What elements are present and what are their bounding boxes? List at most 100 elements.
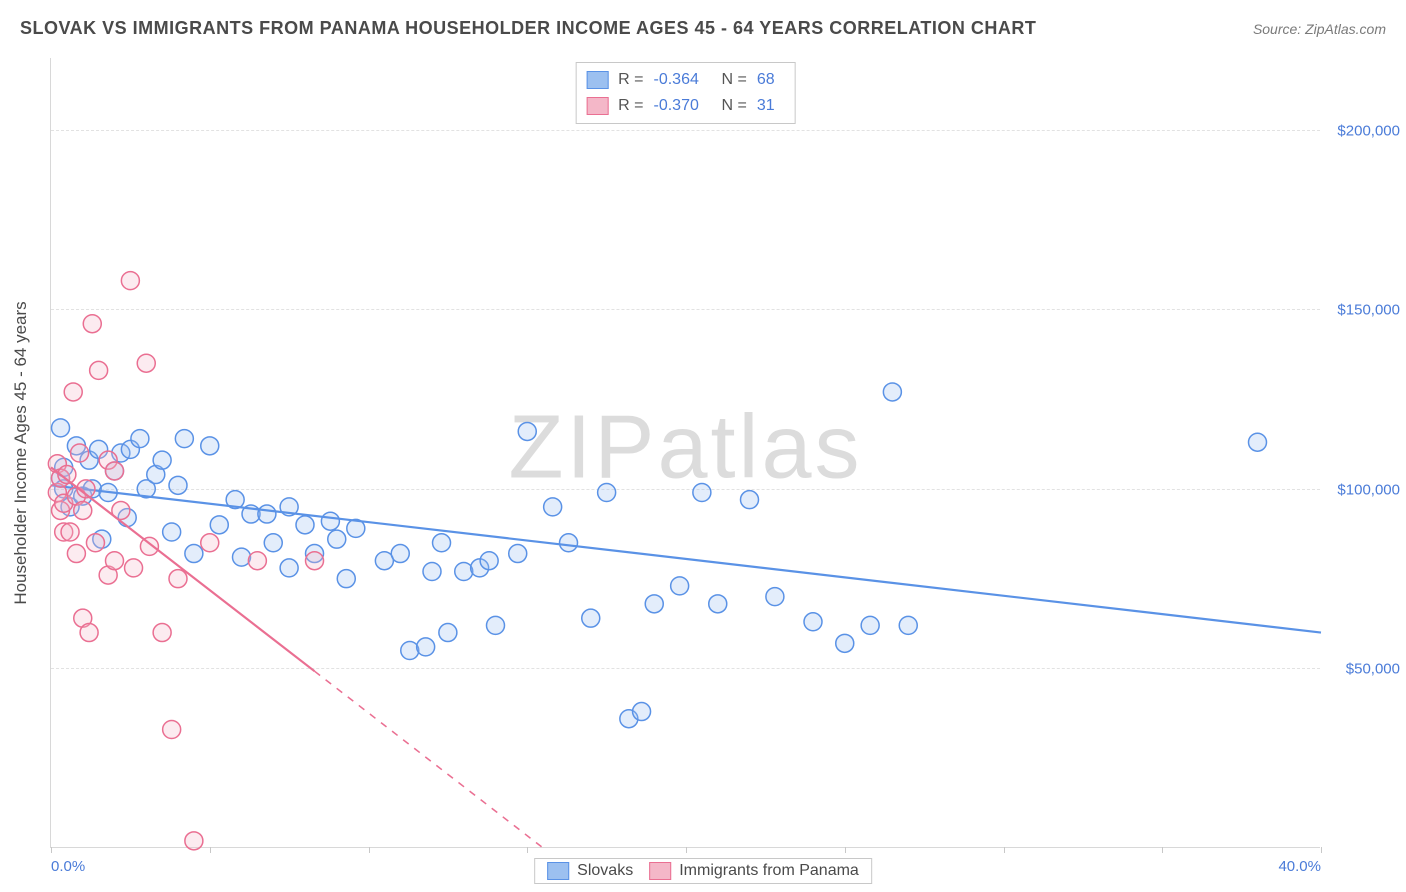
legend-swatch: [547, 862, 569, 880]
y-axis-title: Householder Income Ages 45 - 64 years: [11, 301, 31, 604]
data-point: [67, 545, 85, 563]
chart-plot-area: Householder Income Ages 45 - 64 years ZI…: [50, 58, 1320, 848]
data-point: [83, 315, 101, 333]
data-point: [163, 523, 181, 541]
data-point: [328, 530, 346, 548]
data-point: [153, 451, 171, 469]
data-point: [90, 361, 108, 379]
correlation-legend: R = -0.364 N = 68 R = -0.370 N = 31: [575, 62, 796, 124]
data-point: [337, 570, 355, 588]
data-point: [766, 588, 784, 606]
x-tick: [1321, 847, 1322, 853]
legend-r-value: -0.364: [654, 67, 712, 93]
data-point: [804, 613, 822, 631]
legend-r-value: -0.370: [654, 93, 712, 119]
data-point: [61, 523, 79, 541]
data-point: [455, 563, 473, 581]
x-tick: [51, 847, 52, 853]
y-tick-label: $150,000: [1325, 302, 1400, 319]
data-point: [417, 638, 435, 656]
x-tick: [369, 847, 370, 853]
data-point: [321, 512, 339, 530]
legend-label: Slovaks: [577, 862, 633, 880]
y-tick-label: $200,000: [1325, 122, 1400, 139]
legend-swatch: [586, 71, 608, 89]
data-point: [125, 559, 143, 577]
legend-r-label: R =: [618, 93, 643, 119]
x-tick: [210, 847, 211, 853]
legend-n-label: N =: [722, 67, 747, 93]
data-point: [153, 624, 171, 642]
legend-swatch: [649, 862, 671, 880]
data-point: [106, 462, 124, 480]
legend-row: R = -0.364 N = 68: [586, 67, 785, 93]
data-point: [140, 537, 158, 555]
chart-header: SLOVAK VS IMMIGRANTS FROM PANAMA HOUSEHO…: [20, 18, 1386, 39]
data-point: [518, 422, 536, 440]
data-point: [71, 444, 89, 462]
data-point: [487, 616, 505, 634]
data-point: [582, 609, 600, 627]
data-point: [899, 616, 917, 634]
data-point: [439, 624, 457, 642]
legend-r-label: R =: [618, 67, 643, 93]
data-point: [80, 624, 98, 642]
data-point: [306, 552, 324, 570]
data-point: [175, 430, 193, 448]
legend-n-label: N =: [722, 93, 747, 119]
data-point: [861, 616, 879, 634]
data-point: [633, 703, 651, 721]
data-point: [883, 383, 901, 401]
x-tick: [845, 847, 846, 853]
data-point: [201, 437, 219, 455]
data-point: [741, 491, 759, 509]
data-point: [137, 354, 155, 372]
data-point: [836, 634, 854, 652]
data-point: [391, 545, 409, 563]
data-point: [86, 534, 104, 552]
data-point: [163, 721, 181, 739]
legend-label: Immigrants from Panama: [679, 862, 859, 880]
data-point: [233, 548, 251, 566]
data-point: [248, 552, 266, 570]
legend-row: R = -0.370 N = 31: [586, 93, 785, 119]
data-point: [280, 559, 298, 577]
chart-title: SLOVAK VS IMMIGRANTS FROM PANAMA HOUSEHO…: [20, 18, 1036, 39]
series-legend: Slovaks Immigrants from Panama: [534, 858, 872, 884]
y-tick-label: $100,000: [1325, 481, 1400, 498]
data-point: [671, 577, 689, 595]
data-point: [185, 832, 203, 850]
data-point: [480, 552, 498, 570]
data-point: [169, 570, 187, 588]
data-point: [1249, 433, 1267, 451]
x-tick: [527, 847, 528, 853]
x-tick: [1004, 847, 1005, 853]
x-tick-label: 40.0%: [1278, 858, 1321, 875]
data-point: [185, 545, 203, 563]
trendline-extrapolated: [315, 671, 544, 848]
legend-item: Slovaks: [547, 862, 633, 880]
data-point: [645, 595, 663, 613]
data-point: [296, 516, 314, 534]
data-point: [401, 642, 419, 660]
data-point: [433, 534, 451, 552]
data-point: [560, 534, 578, 552]
data-point: [423, 563, 441, 581]
data-point: [131, 430, 149, 448]
data-point: [210, 516, 228, 534]
chart-source: Source: ZipAtlas.com: [1253, 21, 1386, 37]
legend-n-value: 31: [757, 93, 785, 119]
data-point: [64, 383, 82, 401]
data-point: [544, 498, 562, 516]
data-point: [509, 545, 527, 563]
legend-item: Immigrants from Panama: [649, 862, 859, 880]
data-point: [264, 534, 282, 552]
legend-n-value: 68: [757, 67, 785, 93]
data-point: [106, 552, 124, 570]
data-point: [598, 484, 616, 502]
data-point: [709, 595, 727, 613]
data-point: [201, 534, 219, 552]
data-point: [169, 476, 187, 494]
x-tick: [686, 847, 687, 853]
legend-swatch: [586, 97, 608, 115]
